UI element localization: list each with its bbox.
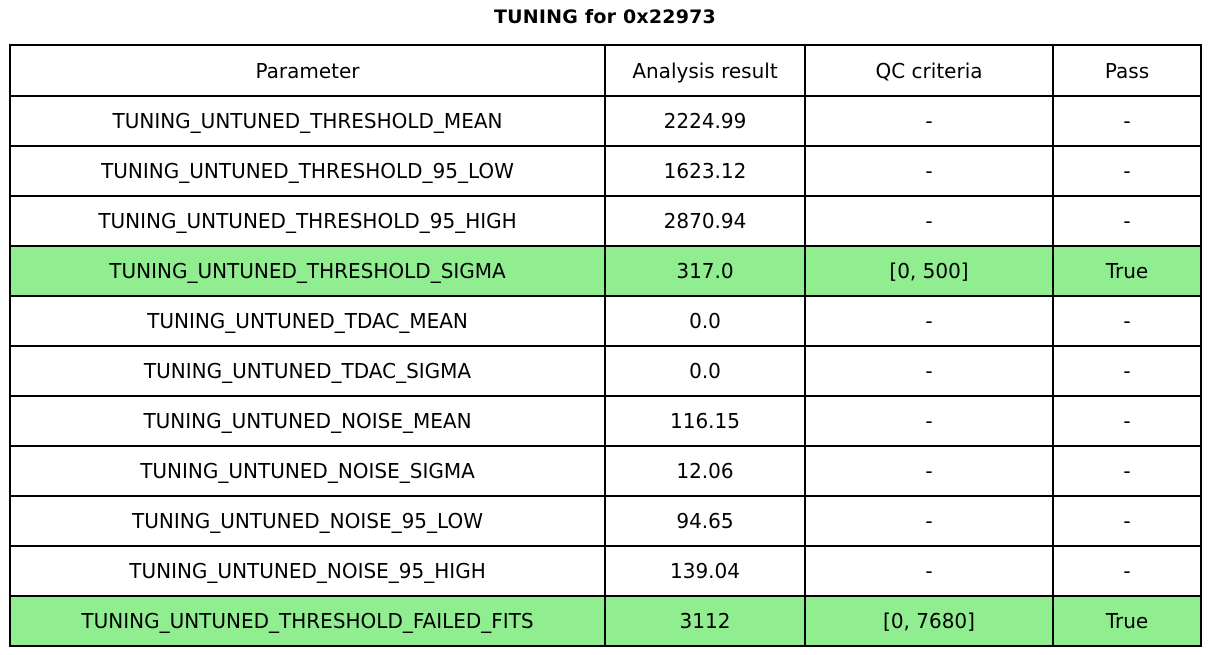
column-header-qc-criteria: QC criteria [804,44,1054,97]
pass-cell: - [1052,495,1202,547]
table-header-row: Parameter Analysis result QC criteria Pa… [9,44,1202,97]
analysis-result-cell: 94.65 [604,495,806,547]
analysis-result-cell: 139.04 [604,545,806,597]
pass-cell: True [1052,595,1202,647]
analysis-result-cell: 3112 [604,595,806,647]
parameter-cell: TUNING_UNTUNED_THRESHOLD_MEAN [9,95,606,147]
analysis-result-cell: 0.0 [604,295,806,347]
analysis-result-cell: 2870.94 [604,195,806,247]
qc-criteria-cell: - [804,345,1054,397]
pass-cell: - [1052,545,1202,597]
parameter-cell: TUNING_UNTUNED_THRESHOLD_95_HIGH [9,195,606,247]
qc-criteria-cell: - [804,145,1054,197]
table-row: TUNING_UNTUNED_TDAC_SIGMA 0.0 - - [9,345,1202,397]
table-row: TUNING_UNTUNED_THRESHOLD_95_LOW 1623.12 … [9,145,1202,197]
parameter-cell: TUNING_UNTUNED_NOISE_SIGMA [9,445,606,497]
pass-cell: - [1052,395,1202,447]
parameter-cell: TUNING_UNTUNED_NOISE_95_LOW [9,495,606,547]
qc-criteria-cell: [0, 500] [804,245,1054,297]
table-row: TUNING_UNTUNED_NOISE_95_LOW 94.65 - - [9,495,1202,547]
table-row: TUNING_UNTUNED_NOISE_95_HIGH 139.04 - - [9,545,1202,597]
parameter-cell: TUNING_UNTUNED_NOISE_95_HIGH [9,545,606,597]
parameter-cell: TUNING_UNTUNED_THRESHOLD_95_LOW [9,145,606,197]
qc-criteria-cell: - [804,95,1054,147]
analysis-result-cell: 116.15 [604,395,806,447]
parameter-cell: TUNING_UNTUNED_THRESHOLD_FAILED_FITS [9,595,606,647]
parameter-cell: TUNING_UNTUNED_TDAC_SIGMA [9,345,606,397]
table-row: TUNING_UNTUNED_THRESHOLD_MEAN 2224.99 - … [9,95,1202,147]
parameter-cell: TUNING_UNTUNED_NOISE_MEAN [9,395,606,447]
pass-cell: - [1052,295,1202,347]
table-row: TUNING_UNTUNED_THRESHOLD_95_HIGH 2870.94… [9,195,1202,247]
qc-criteria-cell: - [804,495,1054,547]
qc-criteria-cell: - [804,445,1054,497]
table-row-highlighted: TUNING_UNTUNED_THRESHOLD_FAILED_FITS 311… [9,595,1202,647]
page-title: TUNING for 0x22973 [494,6,716,28]
pass-cell: - [1052,145,1202,197]
qc-criteria-cell: - [804,545,1054,597]
qc-criteria-cell: [0, 7680] [804,595,1054,647]
table-row: TUNING_UNTUNED_TDAC_MEAN 0.0 - - [9,295,1202,347]
column-header-pass: Pass [1052,44,1202,97]
analysis-result-cell: 12.06 [604,445,806,497]
table-row: TUNING_UNTUNED_NOISE_MEAN 116.15 - - [9,395,1202,447]
column-header-analysis-result: Analysis result [604,44,806,97]
table-row-highlighted: TUNING_UNTUNED_THRESHOLD_SIGMA 317.0 [0,… [9,245,1202,297]
qc-criteria-cell: - [804,395,1054,447]
analysis-result-cell: 0.0 [604,345,806,397]
qc-criteria-cell: - [804,295,1054,347]
pass-cell: True [1052,245,1202,297]
parameter-cell: TUNING_UNTUNED_THRESHOLD_SIGMA [9,245,606,297]
pass-cell: - [1052,195,1202,247]
analysis-result-cell: 1623.12 [604,145,806,197]
qc-criteria-cell: - [804,195,1054,247]
analysis-result-cell: 317.0 [604,245,806,297]
pass-cell: - [1052,345,1202,397]
column-header-parameter: Parameter [9,44,606,97]
pass-cell: - [1052,445,1202,497]
qc-results-table: Parameter Analysis result QC criteria Pa… [9,44,1202,647]
pass-cell: - [1052,95,1202,147]
parameter-cell: TUNING_UNTUNED_TDAC_MEAN [9,295,606,347]
analysis-result-cell: 2224.99 [604,95,806,147]
table-row: TUNING_UNTUNED_NOISE_SIGMA 12.06 - - [9,445,1202,497]
